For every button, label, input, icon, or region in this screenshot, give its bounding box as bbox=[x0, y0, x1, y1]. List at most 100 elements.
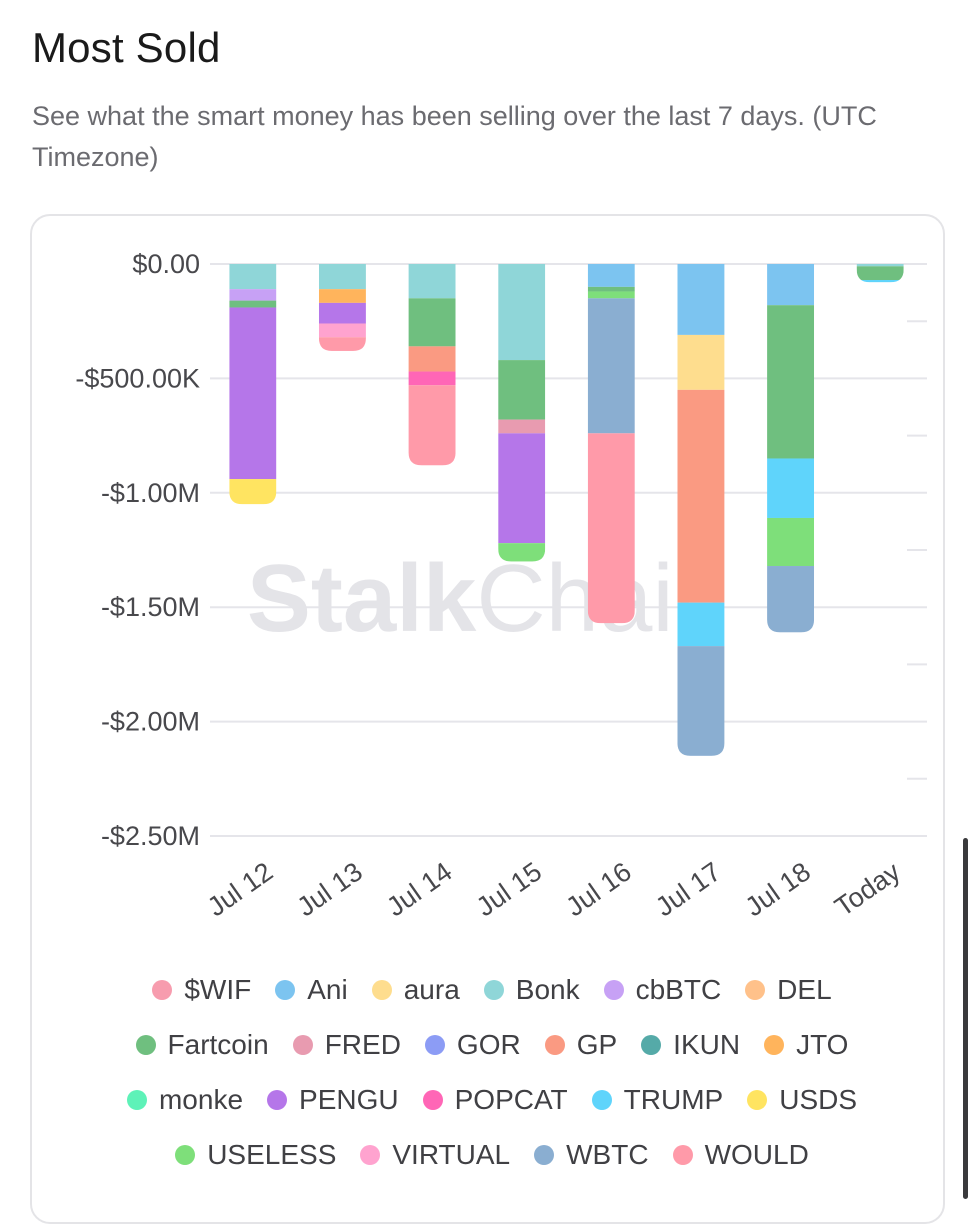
bar-segment-popcat[interactable] bbox=[408, 371, 456, 386]
legend-swatch bbox=[544, 1034, 565, 1055]
legend-swatch bbox=[764, 1034, 785, 1055]
bar-segment-fartcoin[interactable] bbox=[229, 300, 277, 308]
scrollbar[interactable] bbox=[963, 838, 968, 1199]
bar-segment-fartcoin[interactable] bbox=[408, 298, 456, 347]
bar-segment-trump[interactable] bbox=[677, 602, 725, 647]
chart-legend: $WIF Ani aura Bonk cbBTC DEL Fartcoin FRED GOR GP… bbox=[62, 962, 922, 1182]
bar-segment-would[interactable] bbox=[587, 433, 635, 624]
legend-item-jto[interactable]: JTO bbox=[764, 1029, 848, 1061]
legend-label: aura bbox=[403, 973, 460, 1005]
bar-segment-pengu[interactable] bbox=[318, 302, 366, 324]
bar-segment-wbtc[interactable] bbox=[767, 566, 815, 633]
bar-stack[interactable] bbox=[408, 264, 456, 466]
legend-label: VIRTUAL bbox=[392, 1138, 511, 1170]
legend-item-wbtc[interactable]: WBTC bbox=[534, 1139, 649, 1171]
bar-segment-useless[interactable] bbox=[587, 291, 635, 299]
legend-item-fartcoin[interactable]: Fartcoin bbox=[135, 1028, 269, 1061]
stacked-bar-chart: StalkChain $0.00 -$500.00K -$1.00M -$1.50M -… bbox=[75, 249, 927, 922]
bar-stack[interactable] bbox=[587, 264, 635, 624]
legend-swatch bbox=[175, 1144, 196, 1165]
bar-stack[interactable] bbox=[498, 264, 546, 562]
legend-label: PENGU bbox=[299, 1083, 399, 1115]
legend-item-popcat[interactable]: POPCAT bbox=[422, 1084, 568, 1116]
legend-item-cbbtc[interactable]: cbBTC bbox=[603, 973, 722, 1006]
bar-stack[interactable] bbox=[677, 264, 725, 756]
bar-stack[interactable] bbox=[229, 264, 277, 505]
bar-stack[interactable] bbox=[318, 264, 366, 351]
bar-segment-bonk[interactable] bbox=[408, 264, 456, 299]
bar-segment-bonk[interactable] bbox=[856, 264, 904, 267]
bar-segment-fartcoin[interactable] bbox=[767, 305, 815, 459]
legend-item-del[interactable]: DEL bbox=[745, 974, 832, 1006]
legend-item-monke[interactable]: monke bbox=[126, 1084, 243, 1116]
legend-swatch bbox=[672, 1144, 693, 1165]
chart-card: StalkChain $0.00 -$500.00K -$1.00M -$1.50M -… bbox=[30, 214, 945, 1224]
legend-swatch bbox=[135, 1034, 156, 1055]
legend-swatch bbox=[422, 1089, 443, 1110]
legend-swatch bbox=[534, 1144, 555, 1165]
bar-segment-useless[interactable] bbox=[498, 543, 546, 562]
x-tick-label: Jul 17 bbox=[650, 856, 726, 922]
legend-item-wif[interactable]: $WIF bbox=[152, 974, 251, 1006]
bar-stack[interactable] bbox=[856, 264, 904, 283]
x-tick-label: Jul 15 bbox=[471, 856, 547, 922]
legend-swatch bbox=[152, 979, 173, 1000]
legend-item-pengu[interactable]: PENGU bbox=[267, 1084, 399, 1116]
bar-segment-pengu[interactable] bbox=[498, 433, 546, 544]
bar-segment-useless[interactable] bbox=[767, 517, 815, 567]
legend-label: JTO bbox=[796, 1028, 849, 1060]
legend-item-gor[interactable]: GOR bbox=[424, 1028, 521, 1061]
bar-segment-gp[interactable] bbox=[677, 389, 725, 603]
bar-segment-jto[interactable] bbox=[318, 289, 366, 303]
legend-label: cbBTC bbox=[635, 973, 722, 1005]
bar-segment-bonk[interactable] bbox=[229, 264, 277, 290]
bar-segment-trump[interactable] bbox=[767, 458, 815, 518]
legend-item-ikun[interactable]: IKUN bbox=[641, 1029, 740, 1061]
legend-item-gp[interactable]: GP bbox=[544, 1029, 617, 1061]
bar-segment-wbtc[interactable] bbox=[587, 298, 635, 434]
legend-label: Fartcoin bbox=[167, 1028, 269, 1060]
bar-segment-would[interactable] bbox=[408, 385, 456, 466]
legend-label: GOR bbox=[456, 1028, 521, 1060]
bar-segment-fred[interactable] bbox=[498, 419, 546, 434]
bar-segment-would[interactable] bbox=[318, 337, 366, 351]
x-tick-label: Today bbox=[829, 856, 906, 922]
bar-segment-aura[interactable] bbox=[677, 334, 725, 390]
y-tick-label: $0.00 bbox=[132, 249, 200, 279]
x-tick-label: Jul 13 bbox=[292, 856, 368, 922]
bar-segment-bonk[interactable] bbox=[318, 264, 366, 290]
legend-item-ani[interactable]: Ani bbox=[275, 974, 348, 1006]
legend-item-trump[interactable]: TRUMP bbox=[591, 1084, 723, 1116]
bar-segment-trump[interactable] bbox=[856, 280, 904, 283]
bar-segment-ani[interactable] bbox=[767, 264, 815, 306]
legend-swatch bbox=[292, 1034, 313, 1055]
legend-swatch bbox=[483, 979, 504, 1000]
bar-segment-virtual[interactable] bbox=[318, 323, 366, 338]
bar-segment-cbbtc[interactable] bbox=[229, 289, 277, 301]
bar-segment-bonk[interactable] bbox=[498, 264, 546, 361]
legend-swatch bbox=[126, 1089, 147, 1110]
legend-item-fred[interactable]: FRED bbox=[292, 1029, 401, 1061]
bar-segment-usds[interactable] bbox=[229, 479, 277, 505]
legend-item-virtual[interactable]: VIRTUAL bbox=[360, 1139, 510, 1171]
bar-segment-fartcoin[interactable] bbox=[587, 286, 635, 292]
bar-segment-fartcoin[interactable] bbox=[856, 266, 904, 281]
legend-swatch bbox=[371, 979, 392, 1000]
bar-segment-ani[interactable] bbox=[677, 264, 725, 335]
bar-segment-gp[interactable] bbox=[408, 346, 456, 372]
legend-label: Bonk bbox=[515, 973, 580, 1005]
legend-item-usds[interactable]: USDS bbox=[747, 1084, 857, 1116]
bar-stack[interactable] bbox=[767, 264, 815, 633]
bar-segment-pengu[interactable] bbox=[229, 307, 277, 480]
legend-item-useless[interactable]: USELESS bbox=[175, 1139, 336, 1171]
legend-item-aura[interactable]: aura bbox=[371, 973, 460, 1006]
legend-label: USELESS bbox=[207, 1138, 337, 1170]
legend-item-bonk[interactable]: Bonk bbox=[483, 973, 580, 1006]
bar-segment-ani[interactable] bbox=[587, 264, 635, 287]
bar-segment-wbtc[interactable] bbox=[677, 646, 725, 756]
legend-swatch bbox=[275, 979, 296, 1000]
x-tick-label: Jul 14 bbox=[381, 856, 457, 922]
bar-segment-fartcoin[interactable] bbox=[498, 360, 546, 420]
legend-item-would[interactable]: WOULD bbox=[672, 1139, 809, 1171]
legend-swatch bbox=[591, 1089, 612, 1110]
